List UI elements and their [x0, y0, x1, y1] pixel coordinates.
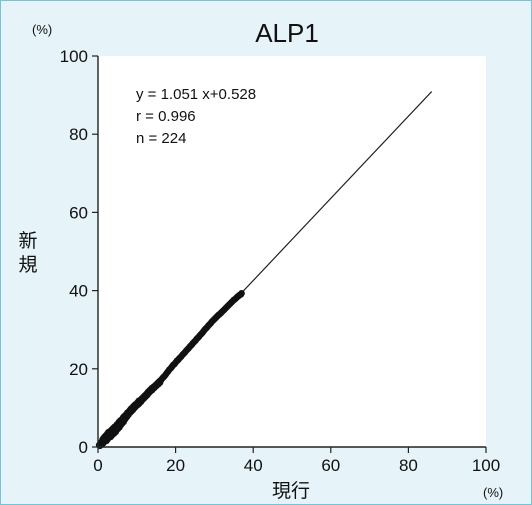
x-axis-title: 現行 [272, 480, 310, 502]
y-tick-label: 40 [69, 282, 88, 301]
x-tick-label: 40 [244, 456, 263, 475]
y-axis-title-char: 新 [18, 230, 37, 252]
x-unit-label: (%) [483, 485, 503, 500]
annotation-text: n = 224 [136, 130, 186, 147]
x-tick-label: 20 [166, 456, 185, 475]
x-tick-label: 80 [399, 456, 418, 475]
y-tick-label: 100 [60, 47, 88, 66]
y-unit-label: (%) [32, 22, 52, 37]
data-point [238, 290, 245, 297]
y-axis-title-char: 規 [18, 254, 37, 276]
x-tick-label: 100 [472, 456, 500, 475]
y-tick-label: 80 [69, 125, 88, 144]
marks-group [95, 91, 433, 450]
annotation-group: y = 1.051 x+0.528 r = 0.996 n = 224 [136, 86, 256, 147]
x-tick-label: 0 [93, 456, 102, 475]
x-tick-label: 60 [321, 456, 340, 475]
y-tick-label: 60 [69, 203, 88, 222]
y-tick-label: 20 [69, 360, 88, 379]
annotation-text: r = 0.996 [136, 108, 196, 125]
y-tick-label: 0 [79, 438, 88, 457]
y-axis-title: 新規 [18, 230, 37, 276]
chart-title: ALP1 [255, 18, 319, 48]
annotation-text: y = 1.051 x+0.528 [136, 86, 256, 103]
axes-group: 0 20 40 60 80 100 0 20 40 60 80 100 [60, 47, 501, 475]
